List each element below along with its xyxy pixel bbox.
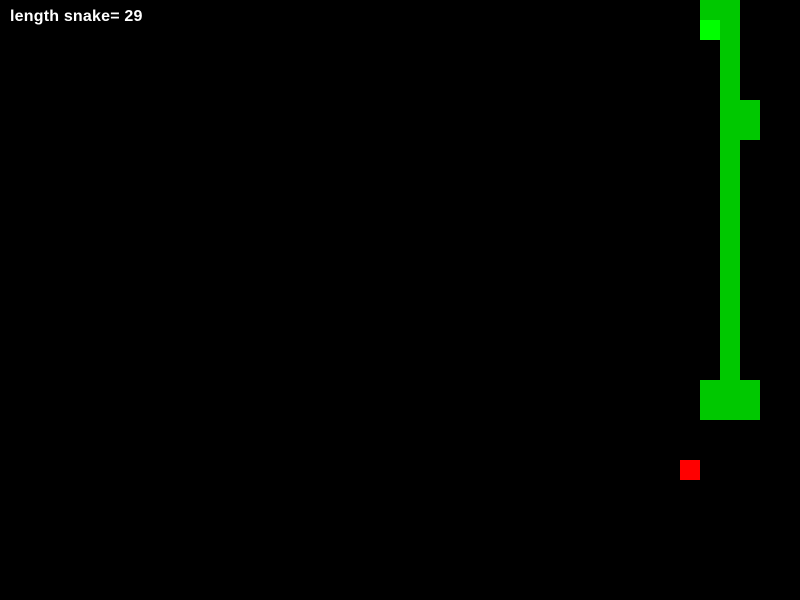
snake-body-segment [720, 20, 740, 40]
snake-body-segment [720, 340, 740, 360]
snake-head [700, 20, 720, 40]
snake-body-segment [720, 80, 740, 100]
snake-body-segment [740, 100, 760, 120]
snake-body-segment [720, 220, 740, 240]
snake-body-segment [700, 400, 720, 420]
snake-body-segment [720, 40, 740, 60]
snake-body-segment [720, 240, 740, 260]
snake-body-segment [720, 180, 740, 200]
snake-body-segment [700, 0, 720, 20]
snake-body-segment [720, 160, 740, 180]
snake-body-segment [720, 380, 740, 400]
snake-body-segment [720, 60, 740, 80]
snake-body-segment [720, 100, 740, 120]
snake-body-segment [720, 300, 740, 320]
snake-body-segment [720, 400, 740, 420]
snake-body-segment [740, 380, 760, 400]
snake-length-counter: length snake= 29 [10, 8, 143, 25]
snake-body-segment [720, 0, 740, 20]
snake-body-segment [720, 320, 740, 340]
snake-body-segment [720, 120, 740, 140]
snake-body-segment [720, 360, 740, 380]
snake-body-segment [740, 120, 760, 140]
snake-body-segment [720, 140, 740, 160]
snake-body-segment [740, 400, 760, 420]
snake-body-segment [720, 200, 740, 220]
snake-body-segment [700, 380, 720, 400]
snake-body-segment [720, 280, 740, 300]
food-pellet [680, 460, 700, 480]
snake-body-segment [720, 260, 740, 280]
